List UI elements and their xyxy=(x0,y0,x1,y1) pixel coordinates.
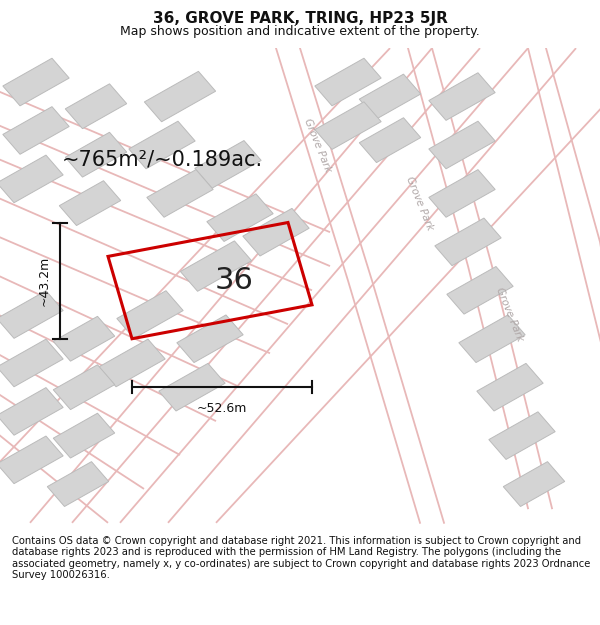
Text: ~43.2m: ~43.2m xyxy=(38,256,51,306)
Text: 36: 36 xyxy=(215,266,253,295)
Polygon shape xyxy=(53,316,115,361)
Polygon shape xyxy=(447,266,513,314)
Polygon shape xyxy=(435,218,501,266)
Text: Grove Park: Grove Park xyxy=(494,286,526,343)
Polygon shape xyxy=(53,413,115,458)
Polygon shape xyxy=(177,315,243,362)
Polygon shape xyxy=(53,365,115,409)
Text: Grove Park: Grove Park xyxy=(404,175,436,231)
Polygon shape xyxy=(429,169,495,217)
Polygon shape xyxy=(207,194,273,241)
Text: Grove Park: Grove Park xyxy=(302,117,334,173)
Polygon shape xyxy=(129,121,195,169)
Polygon shape xyxy=(0,291,63,338)
Polygon shape xyxy=(65,132,127,177)
Polygon shape xyxy=(489,412,555,459)
Polygon shape xyxy=(315,102,381,149)
Polygon shape xyxy=(477,363,543,411)
Polygon shape xyxy=(181,241,251,291)
Polygon shape xyxy=(195,141,261,188)
Polygon shape xyxy=(65,84,127,129)
Polygon shape xyxy=(59,181,121,226)
Text: Contains OS data © Crown copyright and database right 2021. This information is : Contains OS data © Crown copyright and d… xyxy=(12,536,590,581)
Text: ~52.6m: ~52.6m xyxy=(197,402,247,415)
Polygon shape xyxy=(147,169,213,217)
Polygon shape xyxy=(47,462,109,506)
Polygon shape xyxy=(99,339,165,387)
Text: 36, GROVE PARK, TRING, HP23 5JR: 36, GROVE PARK, TRING, HP23 5JR xyxy=(152,11,448,26)
Polygon shape xyxy=(0,339,63,387)
Polygon shape xyxy=(315,58,381,106)
Text: ~765m²/~0.189ac.: ~765m²/~0.189ac. xyxy=(61,149,263,169)
Polygon shape xyxy=(429,72,495,121)
Polygon shape xyxy=(0,388,63,435)
Text: Map shows position and indicative extent of the property.: Map shows position and indicative extent… xyxy=(120,24,480,38)
Polygon shape xyxy=(243,208,309,256)
Polygon shape xyxy=(459,315,525,362)
Polygon shape xyxy=(0,155,63,202)
Polygon shape xyxy=(117,291,183,338)
Polygon shape xyxy=(3,107,69,154)
Polygon shape xyxy=(359,118,421,162)
Polygon shape xyxy=(3,58,69,106)
Polygon shape xyxy=(159,363,225,411)
Polygon shape xyxy=(429,121,495,169)
Polygon shape xyxy=(145,71,215,122)
Polygon shape xyxy=(503,462,565,506)
Polygon shape xyxy=(359,74,421,119)
Polygon shape xyxy=(0,436,63,484)
